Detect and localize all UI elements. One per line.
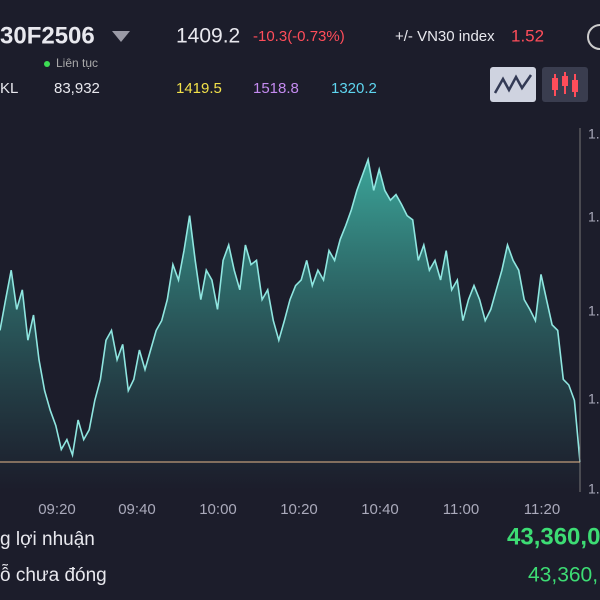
y-tick-label: 1. — [588, 303, 600, 319]
line-icon — [493, 74, 533, 94]
price-area — [0, 159, 580, 490]
y-tick-label: 1. — [588, 126, 600, 142]
y-tick-label: 1. — [588, 481, 600, 497]
open-value: 43,360, — [528, 564, 598, 587]
price: 1409.2 — [176, 25, 240, 48]
price-line — [0, 156, 581, 463]
status-dot — [44, 61, 50, 67]
reference: 1419.5 — [176, 80, 222, 97]
volume-label: KL — [0, 80, 18, 97]
icon[interactable] — [587, 24, 600, 50]
x-tick-label: 10:00 — [199, 501, 237, 518]
x-tick-label: 10:40 — [361, 501, 399, 518]
chart: 09:20 09:40 10:00 10:20 10:40 11:00 11:20 1. 1. 1… — [0, 126, 600, 518]
y-tick-label: 1. — [588, 209, 600, 225]
profit-value: 43,360,0 — [507, 523, 600, 550]
index-label: +/- VN30 index — [395, 28, 495, 45]
x-tick-label: 11:00 — [443, 501, 479, 518]
dropdown-arrow[interactable] — [112, 31, 130, 42]
volume: 83,932 — [54, 80, 100, 97]
index-diff: 1.52 — [511, 26, 544, 45]
y-tick-label: 1. — [588, 391, 600, 407]
candle-icon — [552, 72, 578, 97]
x-tick-label: 10:20 — [280, 501, 318, 518]
x-tick-label: 09:20 — [38, 501, 76, 518]
profit-label: g lợi nhuận — [0, 529, 95, 550]
open-label: ỗ chưa đóng — [0, 564, 107, 586]
status: Liên tục — [56, 56, 98, 70]
x-tick-label: 11:20 — [524, 501, 560, 518]
change: -10.3(-0.73%) — [253, 28, 345, 45]
floor: 1320.2 — [331, 80, 377, 97]
x-tick-label: 09:40 — [118, 501, 156, 518]
ceiling: 1518.8 — [253, 80, 299, 97]
symbol[interactable]: 30F2506 — [0, 22, 95, 49]
